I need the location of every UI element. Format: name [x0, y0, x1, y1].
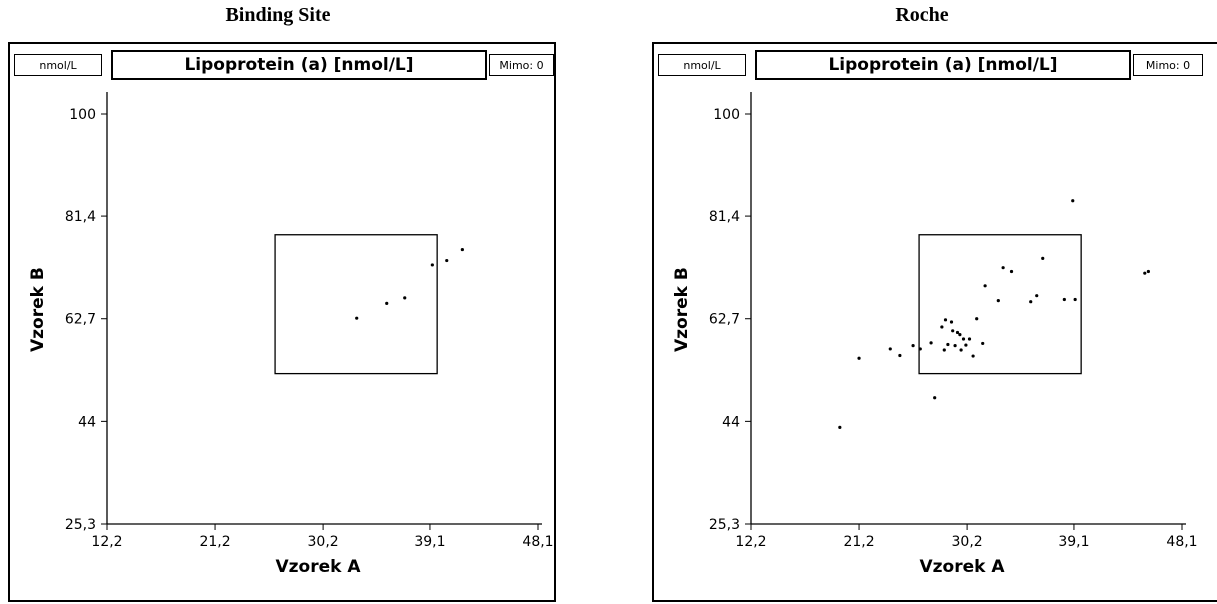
x-axis-label: Vzorek A	[919, 557, 1005, 577]
x-tick-label: 39,1	[1058, 534, 1089, 550]
y-tick-label: 62,7	[65, 312, 96, 328]
data-point	[951, 329, 955, 333]
data-point	[460, 247, 464, 252]
data-point	[1146, 269, 1150, 274]
data-point	[975, 317, 979, 321]
data-point	[888, 347, 892, 351]
data-point	[971, 354, 975, 358]
data-point	[403, 296, 407, 300]
data-point	[946, 342, 950, 347]
data-point	[958, 333, 962, 337]
data-point	[983, 284, 987, 288]
scatter-plot-binding-site: 25,3 44 62,7 81,4 100 12,2 21,2 30,2 39,1 48,1	[65, 92, 554, 550]
x-tick-label: 21,2	[843, 534, 874, 550]
analyte-title: Lipoprotein (a) [nmol/L]	[755, 50, 1131, 80]
data-point	[981, 341, 985, 346]
x-tick-label: 30,2	[952, 534, 983, 550]
analyte-title: Lipoprotein (a) [nmol/L]	[111, 50, 487, 80]
y-tick-label: 62,7	[709, 312, 740, 328]
x-tick-label: 12,2	[91, 534, 122, 550]
y-tick-label: 81,4	[65, 209, 96, 225]
data-point	[1001, 266, 1005, 270]
y-tick-label: 25,3	[65, 517, 96, 533]
x-tick-label: 48,1	[522, 534, 553, 550]
target-box	[274, 234, 438, 375]
y-tick-label: 44	[78, 414, 96, 430]
data-point	[1035, 294, 1039, 298]
data-point	[943, 318, 948, 322]
y-tick-label: 81,4	[709, 209, 740, 225]
x-axis-label: Vzorek A	[275, 557, 361, 577]
data-point	[355, 316, 359, 320]
chart-panel-roche: nmol/L Lipoprotein (a) [nmol/L] Mimo: 0 …	[652, 42, 1217, 602]
data-point	[911, 344, 915, 348]
data-point	[918, 347, 922, 351]
data-point	[1071, 199, 1075, 203]
target-box	[918, 234, 1082, 375]
data-point	[959, 348, 963, 352]
x-tick-label: 30,2	[308, 534, 339, 550]
data-point	[996, 299, 1000, 303]
out-of-range-count: Mimo: 0	[1133, 54, 1203, 76]
data-point	[933, 396, 937, 400]
data-point	[953, 344, 957, 348]
data-point	[961, 337, 966, 341]
data-point	[967, 337, 972, 341]
data-point	[445, 258, 449, 263]
x-tick-label: 39,1	[414, 534, 445, 550]
data-point	[1073, 297, 1077, 302]
out-of-range-count: Mimo: 0	[489, 54, 554, 76]
x-tick-label: 48,1	[1166, 534, 1197, 550]
data-point	[1041, 256, 1045, 260]
data-point	[1029, 300, 1033, 304]
y-tick-label: 100	[69, 107, 96, 123]
unit-label: nmol/L	[658, 54, 746, 76]
x-tick-label: 12,2	[735, 534, 766, 550]
y-tick-label: 44	[722, 414, 740, 430]
data-point	[940, 325, 944, 329]
chart-title-binding-site: Binding Site	[225, 4, 331, 26]
chart-panel-binding-site: nmol/L Lipoprotein (a) [nmol/L] Mimo: 0 …	[8, 42, 556, 602]
scatter-plot-roche: 25,3 44 62,7 81,4 100 12,2 21,2 30,2 39,1 48,1	[709, 92, 1198, 550]
data-point	[1009, 269, 1014, 274]
data-point	[838, 425, 842, 430]
data-point	[942, 348, 946, 352]
data-point	[1062, 297, 1066, 302]
y-tick-label: 100	[713, 107, 740, 123]
y-tick-label: 25,3	[709, 517, 740, 533]
data-point	[385, 301, 389, 305]
data-point	[929, 341, 933, 345]
data-point	[955, 330, 960, 335]
data-point	[430, 263, 434, 267]
x-tick-label: 21,2	[199, 534, 230, 550]
unit-label: nmol/L	[14, 54, 102, 76]
data-point	[857, 356, 861, 360]
data-point	[964, 343, 968, 347]
chart-title-roche: Roche	[895, 4, 949, 26]
data-point	[898, 353, 902, 358]
data-point	[1143, 271, 1147, 275]
data-point	[949, 320, 954, 324]
